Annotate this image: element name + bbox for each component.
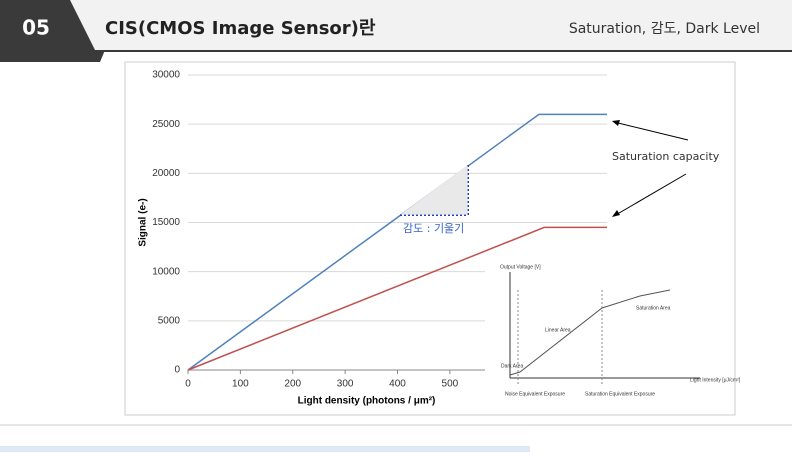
header-shadow [0, 50, 105, 62]
header-line [0, 50, 792, 52]
x-tick-label: 0 [185, 379, 191, 390]
y-tick-label: 5000 [158, 315, 181, 326]
y-tick-label: 0 [174, 365, 180, 376]
x-tick-label: 200 [284, 379, 301, 390]
inset-dark: Dark Area [501, 363, 523, 369]
x-tick-label: 100 [232, 379, 249, 390]
x-tick-label: 300 [337, 379, 354, 390]
arrow-head [612, 210, 620, 217]
y-tick-label: 10000 [152, 266, 180, 277]
header-title: CIS(CMOS Image Sensor)란 [105, 18, 376, 39]
inset-bg [485, 255, 712, 410]
inset-noise: Noise Equivalent Exposure [505, 391, 565, 397]
y-tick-label: 30000 [152, 70, 180, 81]
y-tick-label: 20000 [152, 168, 180, 179]
saturation-label: Saturation capacity [612, 150, 720, 163]
inset-saturation: Saturation Area [636, 305, 671, 311]
inset-sat-exposure: Saturation Equivalent Exposure [585, 391, 655, 397]
inset-x-label: Light Intensity [μJ/cm²] [690, 377, 741, 383]
x-tick-label: 400 [389, 379, 406, 390]
header-number-box [0, 0, 95, 50]
inset-linear: Linear Area [545, 327, 571, 333]
y-tick-label: 25000 [152, 119, 180, 130]
inset-y-label: Output Voltage [V] [500, 264, 541, 270]
y-axis-label: Signal (e-) [138, 198, 149, 246]
arrow [613, 173, 687, 217]
arrow-head [612, 120, 620, 126]
header-subtitle: Saturation, 감도, Dark Level [569, 21, 760, 37]
x-tick-label: 500 [442, 379, 459, 390]
arrow [613, 121, 689, 141]
slope-fill [400, 165, 468, 215]
series-line [187, 226, 607, 371]
footer-strip [0, 446, 530, 452]
x-axis-label: Light density (photons / μm²) [298, 396, 436, 407]
y-tick-label: 15000 [152, 217, 180, 228]
slope-label: 감도 : 기울기 [403, 222, 464, 235]
series-line [187, 113, 607, 371]
inset: Output Voltage [V] Light Intensity [μJ/c… [485, 255, 741, 410]
header-number: 05 [22, 16, 50, 40]
header-bar [0, 0, 792, 50]
